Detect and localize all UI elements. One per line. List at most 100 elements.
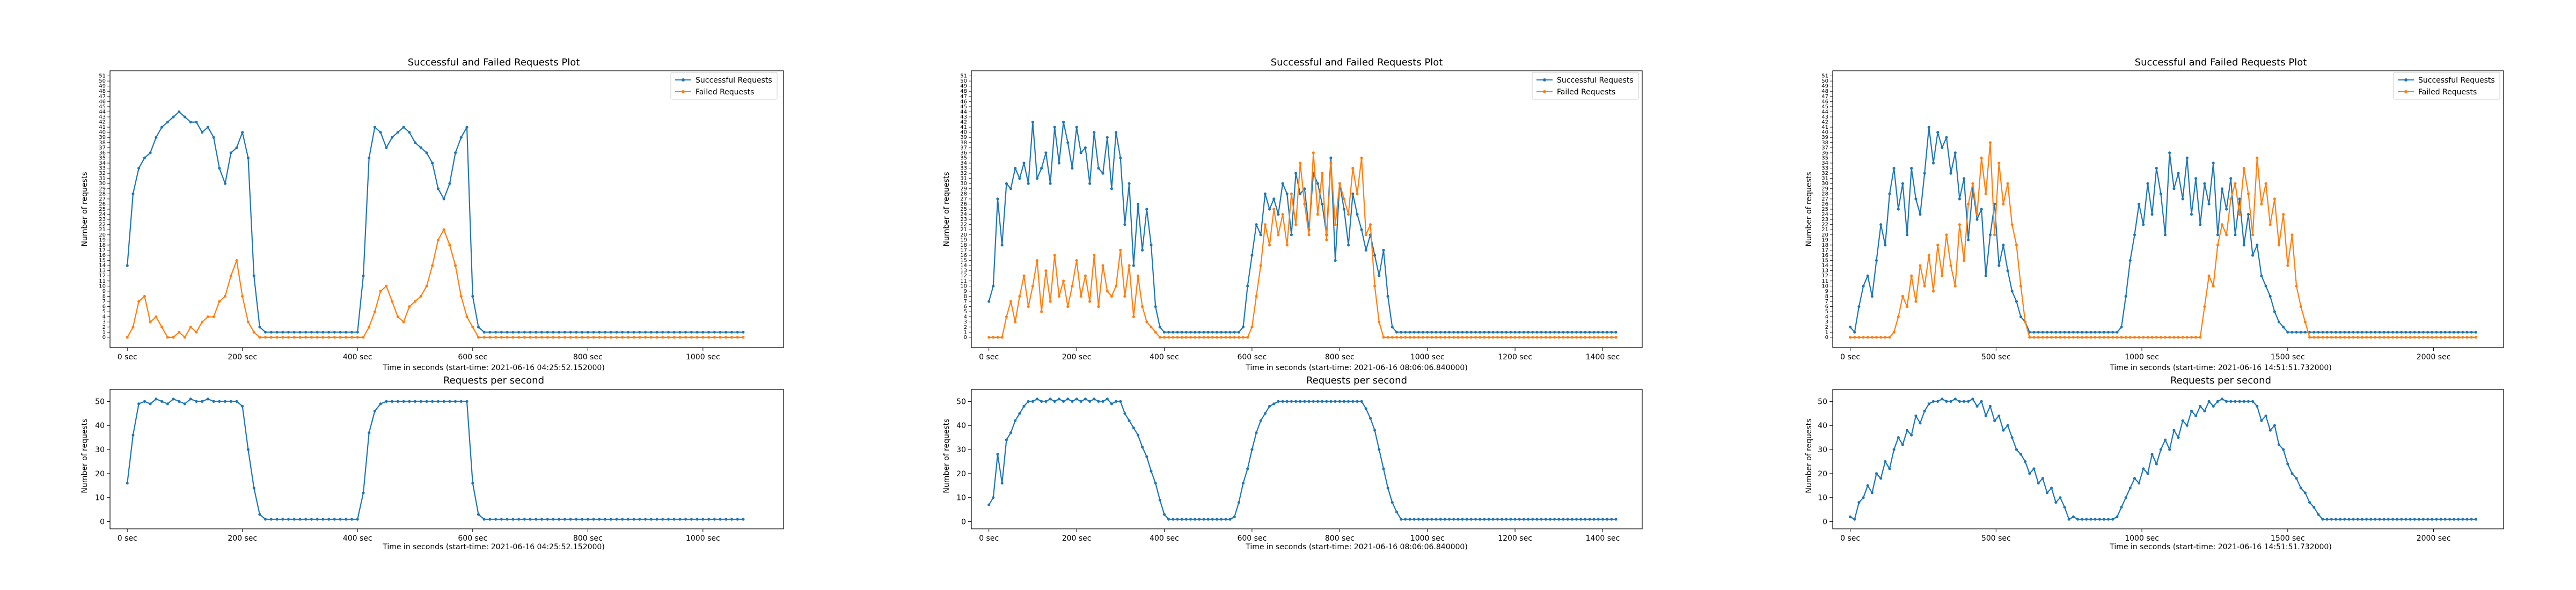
data-point	[2128, 486, 2132, 490]
data-point	[494, 330, 497, 334]
y-tick-label: 41	[1821, 124, 1828, 130]
y-tick-label: 45	[99, 104, 106, 110]
data-point	[1285, 192, 1289, 195]
data-point	[252, 330, 255, 334]
data-point	[2369, 336, 2373, 339]
data-point	[1303, 202, 1306, 205]
y-tick-label: 28	[99, 191, 106, 197]
data-point	[1426, 330, 1429, 334]
data-point	[1194, 518, 1197, 521]
data-point	[471, 294, 474, 298]
data-point	[1009, 300, 1013, 303]
data-point	[2264, 182, 2267, 185]
data-point	[298, 336, 302, 339]
data-point	[1347, 244, 1350, 247]
data-point	[1997, 161, 2001, 165]
x-tick-label: 0 sec	[979, 534, 999, 543]
y-tick-label: 23	[960, 217, 967, 223]
data-point	[1162, 330, 1166, 334]
data-point	[2256, 244, 2259, 247]
data-point	[1447, 336, 1451, 339]
data-point	[2019, 284, 2023, 287]
y-tick-label: 40	[95, 422, 105, 430]
data-point	[1853, 330, 1856, 334]
data-point	[1101, 264, 1104, 267]
data-point	[1378, 448, 1381, 451]
data-point	[1005, 438, 1008, 441]
legend-label-failed: Failed Requests	[696, 88, 754, 97]
data-point	[1391, 501, 1394, 504]
data-point	[2238, 197, 2241, 201]
data-point	[1544, 518, 1547, 521]
data-point	[1988, 141, 1992, 144]
data-point	[2474, 330, 2477, 334]
data-point	[1356, 213, 1359, 216]
data-point	[1461, 330, 1464, 334]
data-point	[1487, 336, 1490, 339]
data-point	[229, 274, 232, 277]
panel-3-top: Successful and Failed Requests Plot Time…	[1805, 57, 2504, 372]
data-point	[2072, 515, 2075, 519]
data-point	[1321, 400, 1324, 403]
data-point	[488, 518, 492, 521]
data-point	[2290, 330, 2294, 334]
data-point	[1606, 336, 1609, 339]
data-point	[1172, 518, 1175, 521]
data-point	[2246, 400, 2250, 403]
data-point	[2028, 472, 2031, 475]
data-point	[644, 518, 647, 521]
y-tick-label: 18	[1821, 242, 1828, 248]
y-tick-label: 0	[1823, 518, 1827, 527]
data-point	[2006, 182, 2009, 185]
y-tick-label: 30	[1818, 446, 1827, 454]
data-point	[269, 336, 273, 339]
data-point	[2220, 397, 2224, 401]
y-tick-label: 10	[1821, 283, 1828, 289]
data-point	[2002, 429, 2005, 432]
data-point	[1049, 300, 1052, 303]
data-point	[1509, 336, 1512, 339]
data-point	[2268, 294, 2272, 298]
data-point	[1443, 336, 1446, 339]
data-point	[638, 518, 641, 521]
data-point	[1496, 518, 1499, 521]
y-tick-label: 40	[956, 422, 966, 430]
data-point	[316, 336, 319, 339]
x-axis-label: Time in seconds (start-time: 2021-06-16 …	[2109, 364, 2332, 372]
data-point	[2325, 336, 2329, 339]
data-point	[235, 259, 238, 262]
data-point	[1290, 400, 1293, 403]
data-point	[1953, 284, 1957, 287]
x-tick-label: 600 sec	[458, 353, 487, 362]
data-point	[1892, 330, 1896, 334]
data-point	[2212, 161, 2215, 165]
data-point	[1897, 315, 1900, 319]
data-point	[2347, 336, 2351, 339]
data-point	[2268, 223, 2272, 226]
data-point	[1866, 274, 1869, 277]
data-point	[1027, 400, 1030, 403]
data-point	[1145, 320, 1148, 323]
data-point	[1461, 518, 1464, 521]
data-point	[511, 330, 515, 334]
data-point	[391, 300, 394, 303]
x-tick-label: 800 sec	[1325, 353, 1355, 362]
data-point	[592, 518, 595, 521]
data-point	[402, 320, 405, 323]
data-point	[1228, 330, 1232, 334]
data-point	[2382, 330, 2385, 334]
panel-2-top: Successful and Failed Requests Plot Time…	[942, 57, 1643, 372]
data-point	[2238, 400, 2241, 403]
y-tick-label: 25	[960, 206, 967, 212]
data-point	[2426, 330, 2429, 334]
data-point	[2194, 414, 2198, 417]
data-point	[2124, 336, 2127, 339]
x-tick-label: 1000 sec	[2125, 534, 2159, 543]
data-point	[1496, 336, 1499, 339]
y-tick-label: 40	[960, 130, 967, 136]
data-point	[2133, 477, 2136, 480]
data-point	[1268, 244, 1271, 247]
x-tick-label: 400 sec	[1150, 353, 1179, 362]
data-point	[2321, 518, 2324, 521]
data-point	[465, 126, 469, 129]
